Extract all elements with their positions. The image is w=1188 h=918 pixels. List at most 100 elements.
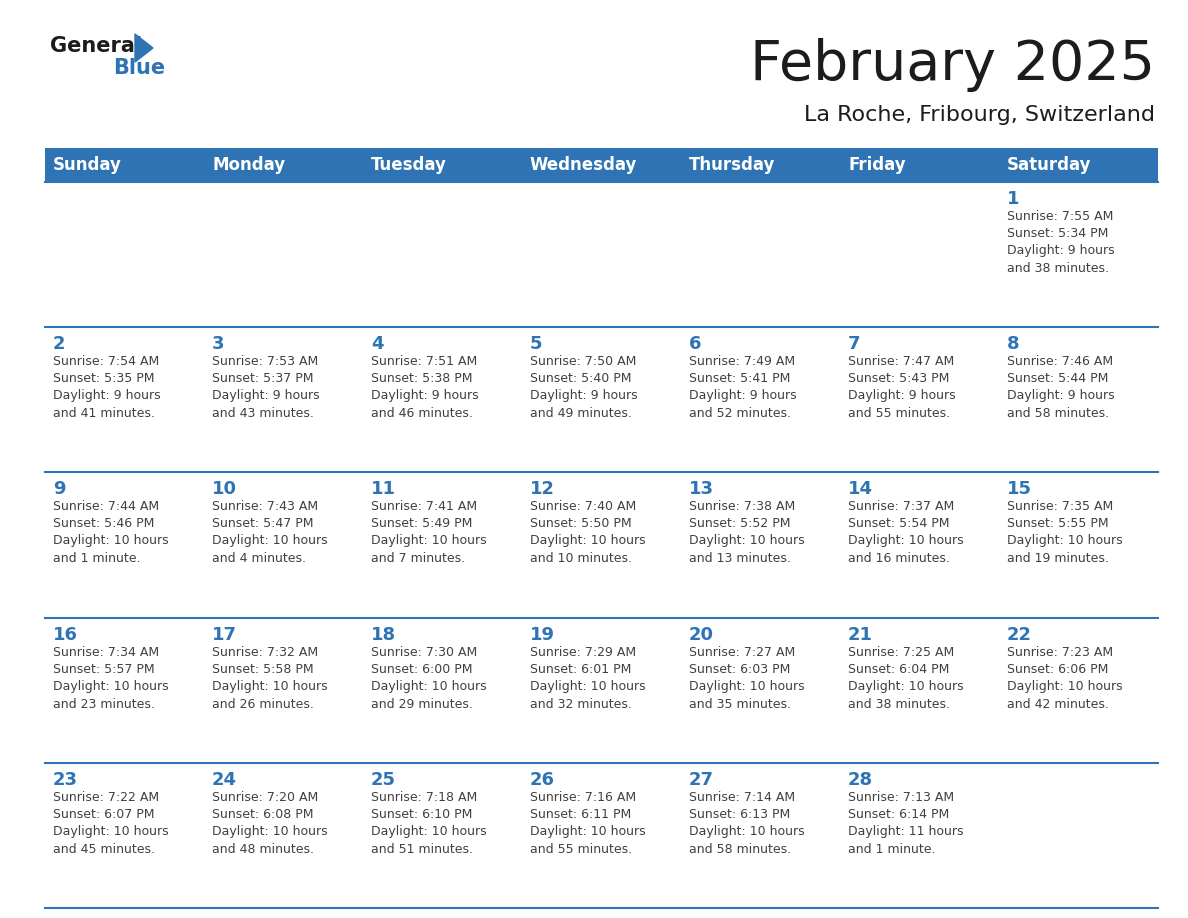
Text: Sunrise: 7:44 AM: Sunrise: 7:44 AM: [53, 500, 159, 513]
Text: Sunset: 5:44 PM: Sunset: 5:44 PM: [1007, 372, 1108, 386]
Text: Wednesday: Wednesday: [530, 156, 638, 174]
Text: Daylight: 10 hours
and 7 minutes.: Daylight: 10 hours and 7 minutes.: [371, 534, 487, 565]
Text: Sunset: 5:54 PM: Sunset: 5:54 PM: [848, 518, 949, 531]
Text: 19: 19: [530, 625, 555, 644]
Text: Sunrise: 7:40 AM: Sunrise: 7:40 AM: [530, 500, 637, 513]
Text: Daylight: 9 hours
and 52 minutes.: Daylight: 9 hours and 52 minutes.: [689, 389, 797, 420]
Bar: [204, 148, 364, 182]
Text: 23: 23: [53, 771, 78, 789]
Text: Daylight: 9 hours
and 58 minutes.: Daylight: 9 hours and 58 minutes.: [1007, 389, 1114, 420]
Text: Sunrise: 7:18 AM: Sunrise: 7:18 AM: [371, 790, 478, 804]
Text: 16: 16: [53, 625, 78, 644]
Text: Sunset: 5:40 PM: Sunset: 5:40 PM: [530, 372, 632, 386]
Text: Daylight: 9 hours
and 41 minutes.: Daylight: 9 hours and 41 minutes.: [53, 389, 160, 420]
Text: Sunrise: 7:54 AM: Sunrise: 7:54 AM: [53, 355, 159, 368]
Text: Tuesday: Tuesday: [371, 156, 447, 174]
Text: Daylight: 10 hours
and 4 minutes.: Daylight: 10 hours and 4 minutes.: [211, 534, 328, 565]
Text: Sunrise: 7:13 AM: Sunrise: 7:13 AM: [848, 790, 954, 804]
Text: Saturday: Saturday: [1007, 156, 1092, 174]
Text: Sunset: 6:01 PM: Sunset: 6:01 PM: [530, 663, 631, 676]
Text: 1: 1: [1007, 190, 1019, 208]
Text: Daylight: 10 hours
and 26 minutes.: Daylight: 10 hours and 26 minutes.: [211, 679, 328, 711]
Text: Sunrise: 7:35 AM: Sunrise: 7:35 AM: [1007, 500, 1113, 513]
Text: Sunrise: 7:53 AM: Sunrise: 7:53 AM: [211, 355, 318, 368]
Text: Daylight: 10 hours
and 55 minutes.: Daylight: 10 hours and 55 minutes.: [530, 824, 645, 856]
Text: 5: 5: [530, 335, 543, 353]
Text: Sunrise: 7:55 AM: Sunrise: 7:55 AM: [1007, 210, 1113, 223]
Text: 21: 21: [848, 625, 873, 644]
Text: Sunrise: 7:23 AM: Sunrise: 7:23 AM: [1007, 645, 1113, 658]
Polygon shape: [135, 34, 153, 62]
Text: Sunrise: 7:43 AM: Sunrise: 7:43 AM: [211, 500, 318, 513]
Bar: [840, 148, 999, 182]
Text: Daylight: 10 hours
and 13 minutes.: Daylight: 10 hours and 13 minutes.: [689, 534, 804, 565]
Text: 12: 12: [530, 480, 555, 498]
Text: 7: 7: [848, 335, 860, 353]
Text: Sunset: 6:11 PM: Sunset: 6:11 PM: [530, 808, 631, 821]
Text: Sunrise: 7:51 AM: Sunrise: 7:51 AM: [371, 355, 478, 368]
Text: La Roche, Fribourg, Switzerland: La Roche, Fribourg, Switzerland: [804, 105, 1155, 125]
Text: Sunrise: 7:25 AM: Sunrise: 7:25 AM: [848, 645, 954, 658]
Text: Sunset: 6:03 PM: Sunset: 6:03 PM: [689, 663, 790, 676]
Text: Sunset: 5:34 PM: Sunset: 5:34 PM: [1007, 227, 1108, 240]
Text: Sunset: 5:37 PM: Sunset: 5:37 PM: [211, 372, 314, 386]
Text: 28: 28: [848, 771, 873, 789]
Text: Sunset: 5:55 PM: Sunset: 5:55 PM: [1007, 518, 1108, 531]
Text: Daylight: 10 hours
and 51 minutes.: Daylight: 10 hours and 51 minutes.: [371, 824, 487, 856]
Text: Sunset: 5:50 PM: Sunset: 5:50 PM: [530, 518, 632, 531]
Text: Sunset: 6:04 PM: Sunset: 6:04 PM: [848, 663, 949, 676]
Text: Sunset: 5:35 PM: Sunset: 5:35 PM: [53, 372, 154, 386]
Text: 9: 9: [53, 480, 65, 498]
Bar: [999, 148, 1158, 182]
Text: Sunrise: 7:30 AM: Sunrise: 7:30 AM: [371, 645, 478, 658]
Text: Daylight: 10 hours
and 29 minutes.: Daylight: 10 hours and 29 minutes.: [371, 679, 487, 711]
Text: Sunrise: 7:29 AM: Sunrise: 7:29 AM: [530, 645, 636, 658]
Text: Sunset: 5:47 PM: Sunset: 5:47 PM: [211, 518, 314, 531]
Text: 4: 4: [371, 335, 384, 353]
Text: Sunset: 6:07 PM: Sunset: 6:07 PM: [53, 808, 154, 821]
Text: 3: 3: [211, 335, 225, 353]
Text: Daylight: 11 hours
and 1 minute.: Daylight: 11 hours and 1 minute.: [848, 824, 963, 856]
Text: Sunrise: 7:50 AM: Sunrise: 7:50 AM: [530, 355, 637, 368]
Text: Sunrise: 7:38 AM: Sunrise: 7:38 AM: [689, 500, 795, 513]
Text: Sunday: Sunday: [53, 156, 122, 174]
Text: Daylight: 10 hours
and 16 minutes.: Daylight: 10 hours and 16 minutes.: [848, 534, 963, 565]
Text: 14: 14: [848, 480, 873, 498]
Text: Sunset: 6:14 PM: Sunset: 6:14 PM: [848, 808, 949, 821]
Text: Sunrise: 7:34 AM: Sunrise: 7:34 AM: [53, 645, 159, 658]
Text: Sunset: 5:57 PM: Sunset: 5:57 PM: [53, 663, 154, 676]
Text: Daylight: 10 hours
and 38 minutes.: Daylight: 10 hours and 38 minutes.: [848, 679, 963, 711]
Text: Monday: Monday: [211, 156, 285, 174]
Text: Sunrise: 7:41 AM: Sunrise: 7:41 AM: [371, 500, 478, 513]
Text: 6: 6: [689, 335, 701, 353]
Text: 2: 2: [53, 335, 65, 353]
Text: Sunset: 5:58 PM: Sunset: 5:58 PM: [211, 663, 314, 676]
Text: Daylight: 10 hours
and 35 minutes.: Daylight: 10 hours and 35 minutes.: [689, 679, 804, 711]
Text: Daylight: 9 hours
and 46 minutes.: Daylight: 9 hours and 46 minutes.: [371, 389, 479, 420]
Text: Daylight: 10 hours
and 48 minutes.: Daylight: 10 hours and 48 minutes.: [211, 824, 328, 856]
Text: Daylight: 10 hours
and 10 minutes.: Daylight: 10 hours and 10 minutes.: [530, 534, 645, 565]
Text: Sunset: 6:10 PM: Sunset: 6:10 PM: [371, 808, 473, 821]
Bar: [681, 148, 840, 182]
Text: Sunrise: 7:37 AM: Sunrise: 7:37 AM: [848, 500, 954, 513]
Bar: [45, 148, 204, 182]
Text: Sunrise: 7:46 AM: Sunrise: 7:46 AM: [1007, 355, 1113, 368]
Text: Sunrise: 7:16 AM: Sunrise: 7:16 AM: [530, 790, 636, 804]
Text: 22: 22: [1007, 625, 1032, 644]
Bar: [45, 473, 1158, 618]
Text: 10: 10: [211, 480, 236, 498]
Text: Daylight: 10 hours
and 58 minutes.: Daylight: 10 hours and 58 minutes.: [689, 824, 804, 856]
Text: Daylight: 10 hours
and 1 minute.: Daylight: 10 hours and 1 minute.: [53, 534, 169, 565]
Bar: [45, 182, 1158, 327]
Text: February 2025: February 2025: [750, 38, 1155, 92]
Text: Sunrise: 7:22 AM: Sunrise: 7:22 AM: [53, 790, 159, 804]
Text: Daylight: 10 hours
and 45 minutes.: Daylight: 10 hours and 45 minutes.: [53, 824, 169, 856]
Text: 27: 27: [689, 771, 714, 789]
Text: 11: 11: [371, 480, 396, 498]
Text: 17: 17: [211, 625, 236, 644]
Bar: [45, 327, 1158, 473]
Bar: [45, 763, 1158, 908]
Text: Sunset: 5:46 PM: Sunset: 5:46 PM: [53, 518, 154, 531]
Text: 24: 24: [211, 771, 236, 789]
Text: Sunset: 6:13 PM: Sunset: 6:13 PM: [689, 808, 790, 821]
